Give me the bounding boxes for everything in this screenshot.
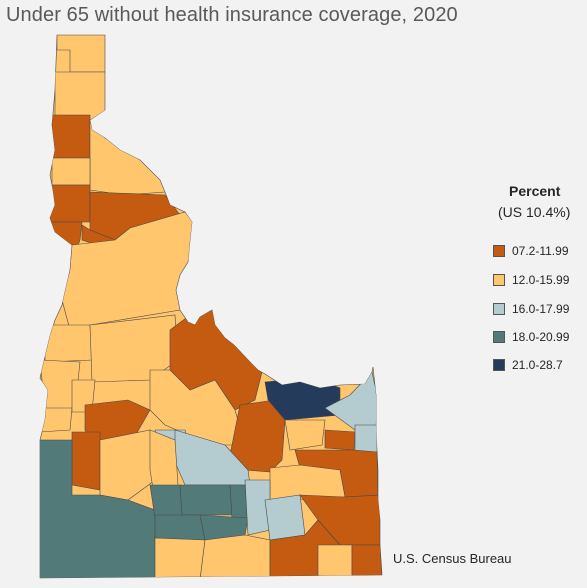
- county-jefferson: [284, 419, 326, 451]
- county-madison: [324, 429, 356, 451]
- legend-subtitle: (US 10.4%): [498, 204, 571, 220]
- source-credit: U.S. Census Bureau: [393, 551, 512, 566]
- legend-label: 21.0-28.7: [512, 358, 563, 372]
- map-title: Under 65 without health insurance covera…: [6, 4, 458, 26]
- county-cassia-west: [154, 537, 206, 578]
- legend-label: 12.0-15.99: [512, 273, 570, 287]
- legend-title: Percent: [509, 183, 561, 199]
- legend-swatch: [493, 331, 505, 343]
- legend-swatch: [493, 274, 505, 286]
- county-idaho: [61, 211, 196, 331]
- county-jerome: [154, 514, 206, 541]
- county-owyhee: [40, 439, 156, 578]
- county-gooding: [149, 484, 183, 519]
- legend-label: 18.0-20.99: [512, 330, 570, 344]
- legend-swatch: [493, 303, 505, 315]
- county-bear-lake: [351, 544, 382, 578]
- county-benewah: [51, 157, 91, 186]
- county-bannock: [264, 494, 306, 541]
- county-bonner: [54, 71, 106, 121]
- county-canyon: [71, 431, 101, 491]
- county-kootenai: [51, 114, 91, 159]
- legend-label: 16.0-17.99: [512, 302, 570, 316]
- legend-swatch: [493, 245, 505, 257]
- county-adams: [44, 324, 93, 363]
- county-franklin: [317, 544, 353, 578]
- county-payette: [40, 407, 73, 433]
- county-latah: [49, 184, 91, 223]
- county-shoshone: [89, 119, 166, 196]
- county-cassia: [199, 534, 271, 578]
- county-lincoln: [179, 484, 233, 516]
- legend-label: 07.2-11.99: [512, 244, 569, 258]
- legend-swatch: [493, 359, 505, 371]
- county-ada: [99, 429, 159, 501]
